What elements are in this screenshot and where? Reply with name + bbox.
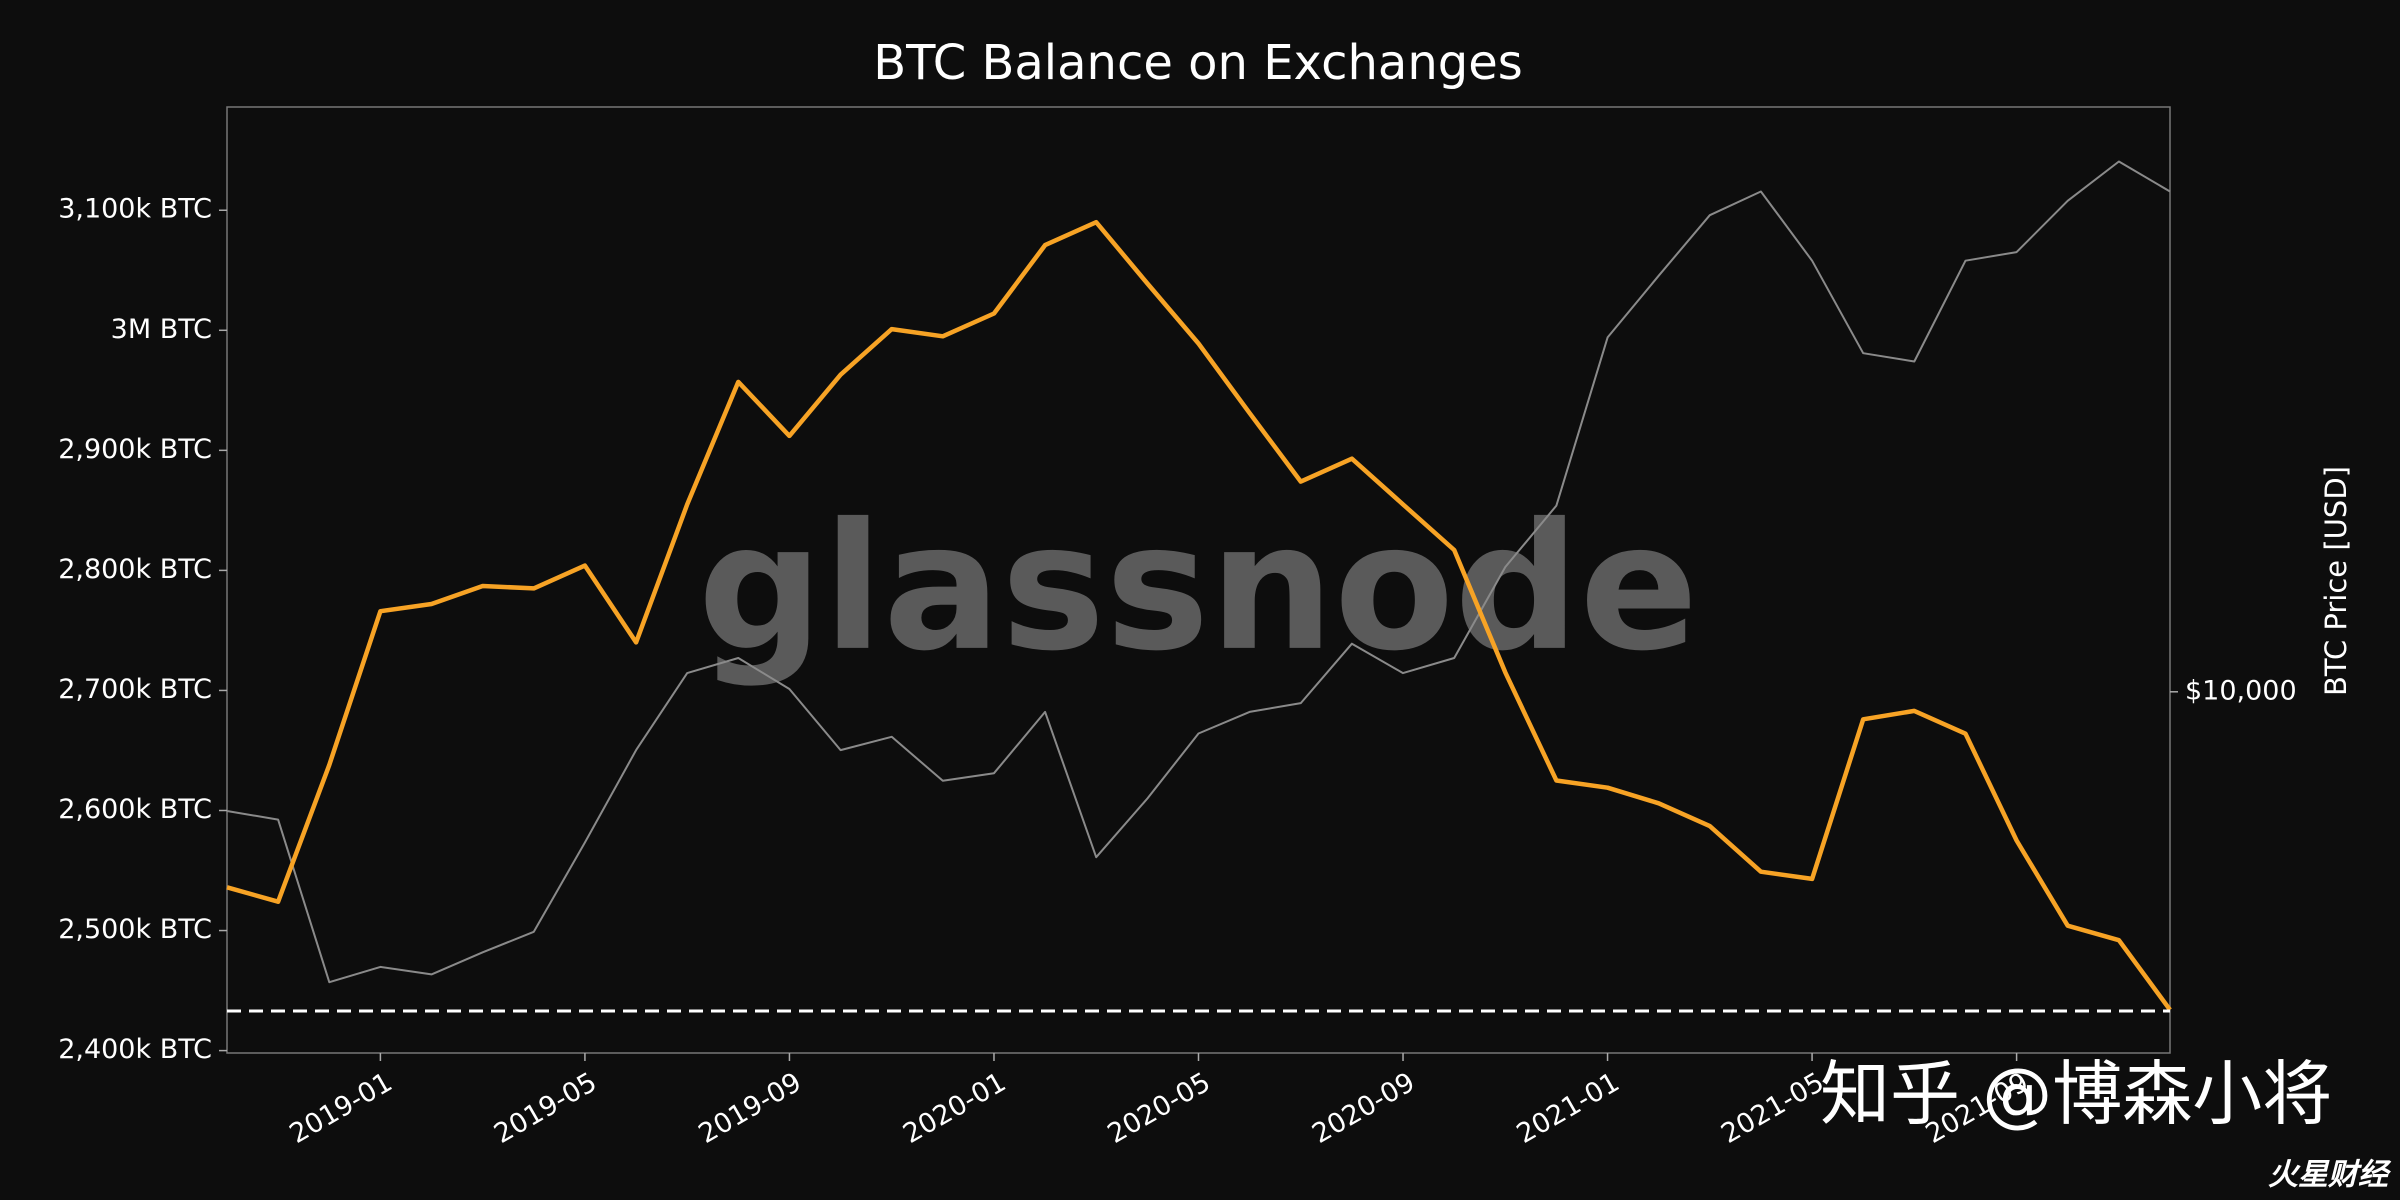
watermark: glassnode: [698, 487, 1698, 690]
overlay-text: 知乎 @博森小将: [1820, 1053, 2332, 1135]
y2-tick-label: $10,000: [2185, 675, 2297, 706]
corner-text: 火星财经: [2268, 1158, 2392, 1193]
y2-axis-label: BTC Price [USD]: [2319, 466, 2353, 696]
y-tick-label: 2,900k BTC: [58, 434, 212, 465]
y-tick-label: 2,800k BTC: [58, 554, 212, 585]
y-tick-label: 3,100k BTC: [58, 194, 212, 225]
y-tick-label: 3M BTC: [111, 314, 212, 345]
series-line: [226, 219, 2172, 1012]
chart-title: BTC Balance on Exchanges: [873, 35, 1523, 91]
y-tick-label: 2,600k BTC: [58, 794, 212, 825]
y-tick-label: 2,400k BTC: [58, 1034, 212, 1065]
y-tick-label: 2,700k BTC: [58, 674, 212, 705]
series-line: [226, 160, 2171, 984]
y-tick-label: 2,500k BTC: [58, 914, 212, 945]
